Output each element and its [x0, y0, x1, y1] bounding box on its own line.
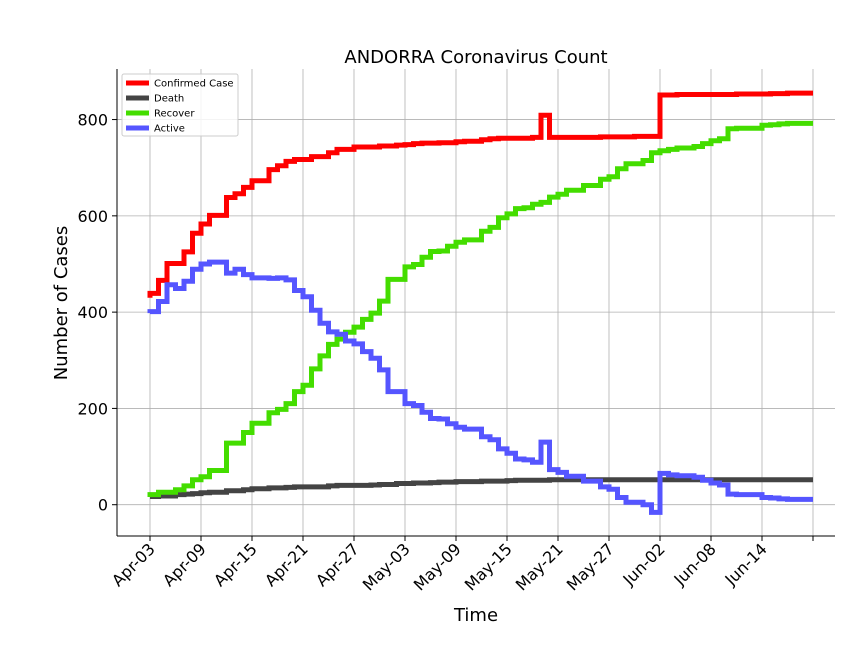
x-tick-label: May-09 [410, 539, 465, 594]
x-tick-label: Apr-27 [312, 539, 363, 590]
x-tick-label: Jun-08 [670, 539, 720, 589]
y-axis-ticks: 0 200 400 600 800 [77, 111, 117, 515]
x-tick-label: May-27 [563, 539, 618, 594]
legend-label: Active [154, 124, 185, 135]
series-line-active [147, 259, 813, 515]
x-tick-label: Jun-02 [619, 539, 669, 589]
x-tick-label: Apr-21 [261, 539, 312, 590]
y-tick-label: 400 [77, 303, 108, 322]
series-line-death [147, 477, 813, 499]
y-tick-label: 0 [98, 496, 108, 515]
x-tick-label: May-21 [512, 539, 567, 594]
legend-label: Death [154, 94, 184, 105]
x-axis-title: Time [453, 605, 498, 626]
x-tick-label: Jun-14 [721, 539, 771, 589]
series-lines [147, 90, 813, 515]
x-tick-label: May-15 [461, 539, 516, 594]
legend-label: Confirmed Case [154, 79, 234, 90]
y-tick-label: 800 [77, 111, 108, 130]
x-tick-label: Apr-03 [108, 539, 159, 590]
chart-title: ANDORRA Coronavirus Count [344, 47, 607, 68]
axes [116, 69, 835, 537]
legend: Confirmed Case Death Recover Active [121, 73, 239, 137]
legend-frame [121, 73, 239, 137]
y-tick-label: 200 [77, 399, 108, 418]
series-line-confirmed-case [147, 90, 813, 298]
x-tick-label: Apr-09 [159, 539, 210, 590]
x-tick-label: May-03 [359, 539, 414, 594]
y-tick-label: 600 [77, 207, 108, 226]
x-axis-ticks: Apr-03 Apr-09 Apr-15 Apr-21 Apr-27May-03May-… [108, 536, 814, 595]
series-line-recover [147, 120, 813, 498]
y-axis-title: Number of Cases [51, 226, 72, 381]
x-tick-label: Apr-15 [210, 539, 261, 590]
legend-label: Recover [154, 109, 195, 120]
